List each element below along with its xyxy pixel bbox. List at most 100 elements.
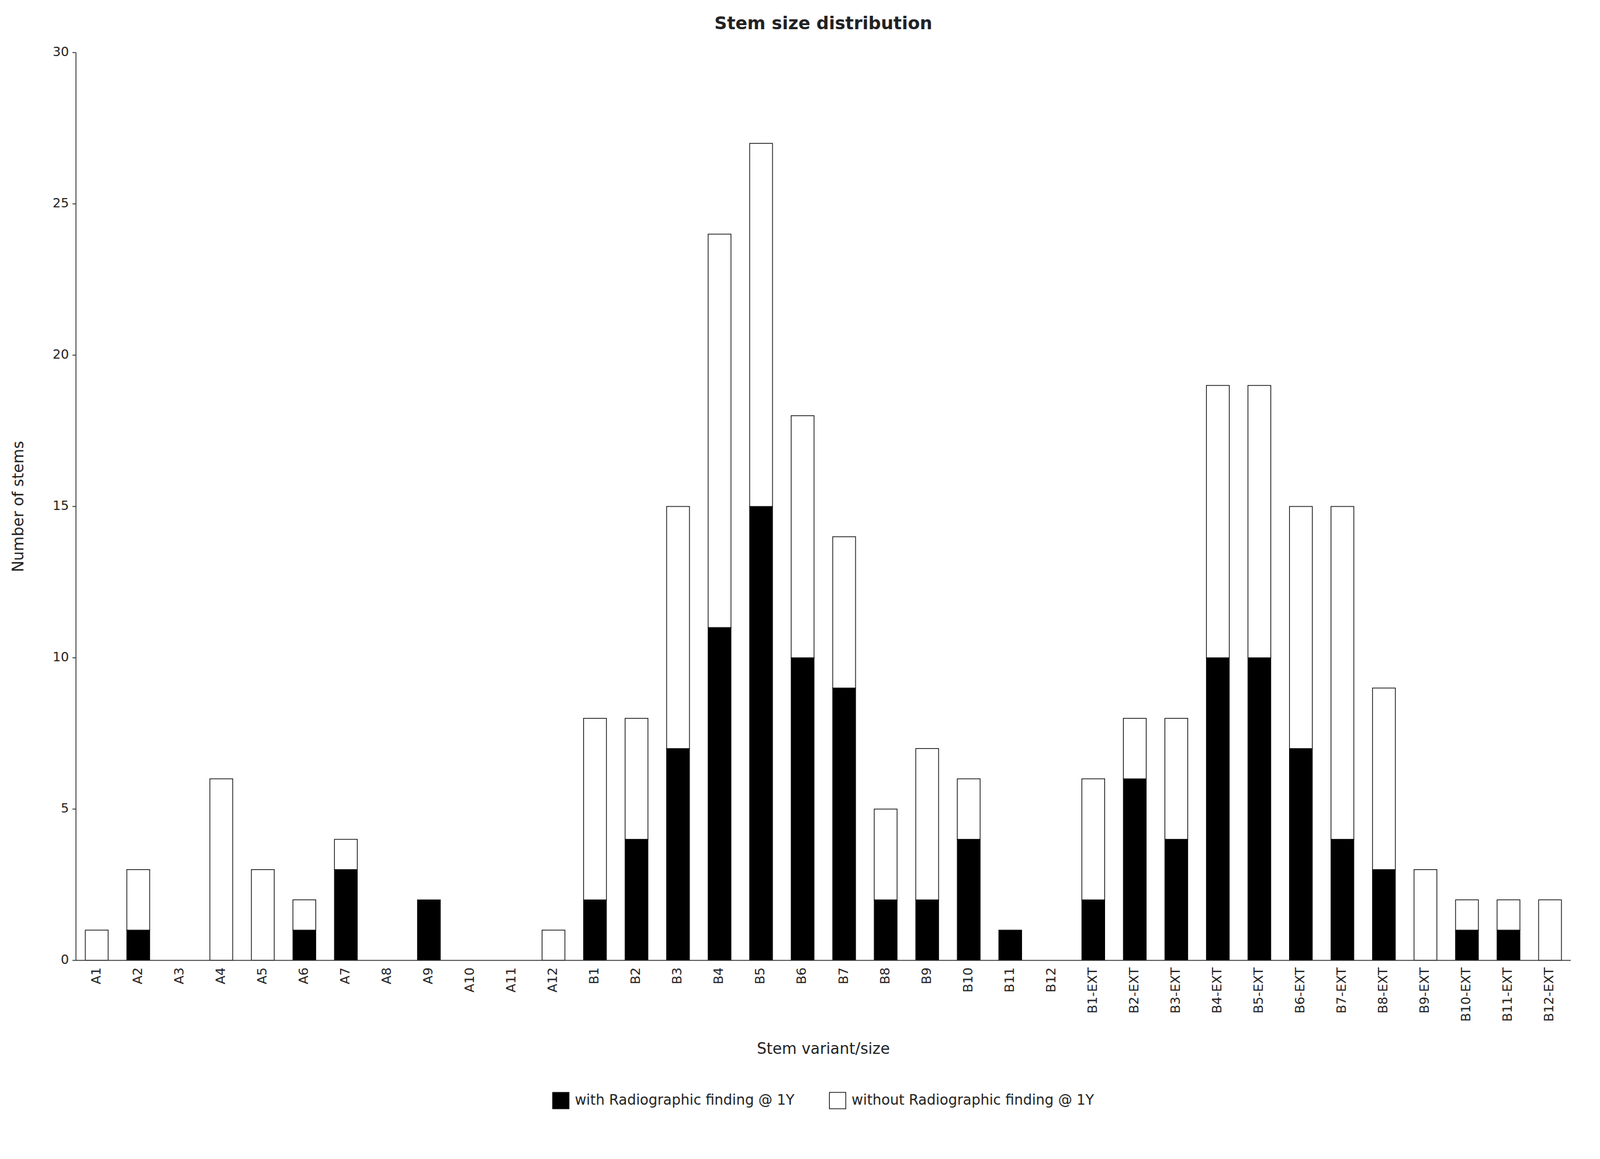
x-tick-label: B11	[1002, 967, 1017, 993]
bar-segment	[1206, 657, 1229, 961]
bar-segment	[1123, 778, 1146, 961]
x-tick-label: B5	[752, 967, 768, 985]
bar-segment	[625, 718, 649, 840]
bar-segment	[1497, 899, 1520, 931]
y-tick	[72, 354, 76, 356]
x-tick-label: A10	[462, 967, 477, 993]
x-tick-label: B2	[628, 967, 643, 985]
bar-segment	[874, 899, 898, 961]
x-tick-label: A3	[171, 967, 187, 985]
x-axis-label: Stem variant/size	[756, 1040, 890, 1058]
bar-segment	[998, 930, 1022, 961]
y-tick-label: 15	[52, 498, 69, 514]
bar-segment	[1081, 778, 1105, 900]
bar-segment	[749, 143, 773, 507]
title: Stem size distribution	[714, 12, 933, 34]
bar-segment	[1164, 718, 1188, 840]
x-tick-label: B1-EXT	[1085, 967, 1100, 1014]
y-tick-label: 0	[60, 952, 69, 968]
bar-segment	[126, 870, 150, 931]
bar-segment	[874, 809, 898, 900]
legend: with Radiographic finding @ 1Y without Ra…	[552, 1092, 1095, 1110]
x-tick-label: B12	[1043, 967, 1059, 993]
y-tick	[72, 808, 76, 810]
x-tick-label: B7-EXT	[1334, 967, 1349, 1014]
bar-segment	[1081, 899, 1105, 961]
bar-segment	[791, 657, 815, 961]
x-tick-label: B3	[669, 967, 685, 985]
y-axis-label: Number of stems	[9, 441, 27, 573]
bar-segment	[957, 839, 980, 961]
bar-segment	[542, 930, 566, 961]
bar-segment	[1497, 930, 1520, 961]
bar-segment	[334, 839, 358, 871]
y-tick-label: 25	[52, 195, 69, 211]
x-tick-label: A1	[88, 967, 104, 985]
bar-segment	[1248, 657, 1272, 961]
bar-segment	[583, 718, 607, 901]
x-tick-label: B10	[960, 967, 976, 993]
bar-segment	[209, 778, 233, 961]
bar-segment	[1164, 839, 1188, 961]
x-tick-label: B7	[836, 967, 851, 985]
legend-label: without Radiographic finding @ 1Y	[851, 1092, 1094, 1109]
y-tick	[72, 657, 76, 659]
bar-segment	[1289, 506, 1313, 749]
y-tick-label: 5	[60, 801, 69, 816]
x-tick-label: A5	[254, 967, 270, 985]
x-tick-label: A11	[503, 967, 519, 993]
bar-segment	[791, 416, 815, 658]
y-tick	[72, 960, 76, 962]
bar-segment	[915, 748, 939, 900]
bar-segment	[915, 899, 939, 961]
bar-segment	[292, 930, 316, 961]
bar-segment	[708, 234, 732, 628]
x-tick-label: B4-EXT	[1209, 967, 1225, 1014]
bar-segment	[1372, 870, 1396, 961]
y-tick	[72, 52, 76, 54]
bar-segment	[832, 537, 856, 689]
bar-segment	[85, 930, 109, 961]
bar-segment	[1414, 870, 1437, 961]
bar-segment	[292, 899, 316, 931]
x-tick-label: A9	[420, 967, 436, 985]
bar-segment	[1331, 506, 1354, 840]
bar-segment	[1123, 718, 1146, 780]
bar-segment	[1455, 899, 1479, 931]
bar-segment	[998, 930, 1022, 931]
legend-swatch	[552, 1092, 570, 1110]
bar-segment	[708, 627, 732, 961]
x-tick-label: B5-EXT	[1251, 967, 1266, 1014]
bars	[85, 143, 1562, 961]
y-tick-label: 10	[52, 649, 69, 665]
x-tick-label: A4	[213, 967, 228, 985]
bar-segment	[666, 506, 690, 749]
bar-segment	[1538, 899, 1562, 961]
bar-segment	[832, 688, 856, 961]
bar-segment	[1372, 688, 1396, 871]
x-tick-label: B6-EXT	[1292, 967, 1308, 1014]
x-tick-label: B8	[877, 967, 893, 985]
bar-segment	[1455, 930, 1479, 961]
bar-segment	[334, 870, 358, 961]
bar-segment	[749, 506, 773, 961]
x-tick-label: B3-EXT	[1168, 967, 1183, 1014]
x-tick-label: B1	[586, 967, 602, 985]
x-tick-label: A6	[296, 967, 311, 985]
y-tick-label: 20	[52, 347, 69, 362]
y-tick-label: 30	[52, 44, 69, 60]
bar-segment	[1289, 748, 1313, 961]
x-tick-label: A2	[130, 967, 145, 985]
bar-segment	[417, 899, 441, 961]
bar-segment	[1248, 385, 1272, 658]
chart: Stem size distribution 0 5 10 15 20 25 30 A1 A2 A3…	[0, 0, 1600, 1159]
y-tick	[72, 203, 76, 205]
x-tick-label: B6	[794, 967, 809, 985]
bar-segment	[1331, 839, 1354, 961]
x-tick-label: A12	[545, 967, 560, 993]
bar-segment	[625, 839, 649, 961]
legend-label: with Radiographic finding @ 1Y	[575, 1092, 795, 1109]
x-tick-label: B10-EXT	[1458, 967, 1474, 1023]
bar-segment	[666, 748, 690, 961]
x-tick-label: A7	[337, 967, 353, 985]
